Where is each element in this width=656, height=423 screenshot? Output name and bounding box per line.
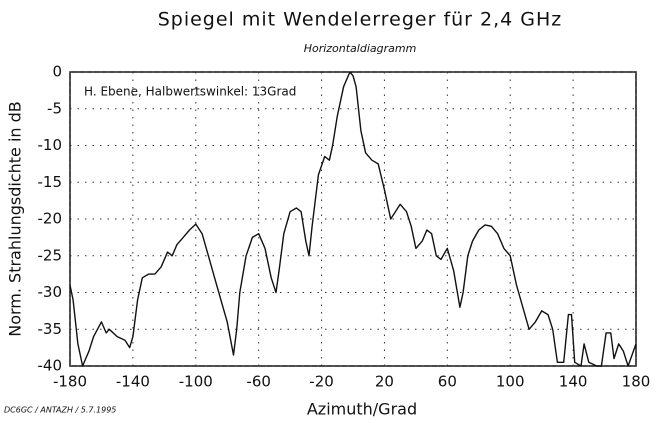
x-tick-label: -140 [116, 373, 150, 391]
y-tick-label: -35 [38, 320, 63, 338]
x-tick-label: 100 [496, 373, 525, 391]
x-tick-label: 60 [438, 373, 457, 391]
x-tick-label: -180 [53, 373, 87, 391]
y-tick-label: -10 [38, 136, 63, 154]
line-series [69, 71, 637, 367]
chart-title: Spiegel mit Wendelerreger für 2,4 GHz [158, 9, 563, 31]
annotation: H. Ebene, Halbwertswinkel: 13Grad [84, 85, 296, 99]
y-tick-label: -15 [38, 173, 63, 191]
y-tick-label: -20 [38, 210, 63, 228]
chart-subtitle: Horizontaldiagramm [304, 42, 417, 55]
x-tick-label: 140 [559, 373, 588, 391]
y-tick-label: 0 [52, 63, 62, 81]
y-tick-label: -30 [38, 283, 63, 301]
y-tick-label: -25 [38, 246, 63, 264]
x-tick-label: 20 [375, 373, 394, 391]
x-tick-label: -20 [309, 373, 334, 391]
y-tick-label: -5 [47, 99, 62, 117]
footer: DC6GC / ANTAZH / 5.7.1995 [4, 406, 116, 415]
x-axis-label: Azimuth/Grad [307, 400, 417, 419]
x-tick-label: -60 [246, 373, 271, 391]
x-tick-label: 180 [622, 373, 651, 391]
x-tick-label: -100 [179, 373, 213, 391]
y-tick-label: -40 [38, 357, 63, 375]
y-axis-label: Norm. Strahlungsdichte in dB [6, 101, 25, 337]
